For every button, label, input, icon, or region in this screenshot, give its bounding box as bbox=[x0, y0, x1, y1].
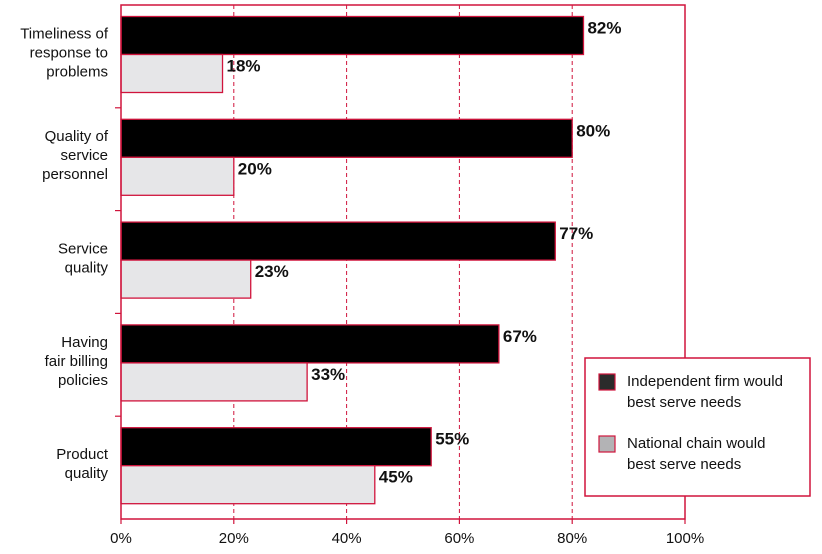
value-label: 20% bbox=[238, 159, 272, 178]
legend-box bbox=[584, 357, 811, 497]
bar-national bbox=[120, 156, 235, 196]
x-tick-label: 100% bbox=[666, 530, 704, 547]
bar-national bbox=[120, 465, 376, 505]
label-layer: 82% 18% Timeliness of response to problems 80… bbox=[20, 19, 621, 487]
x-tick-label: 40% bbox=[332, 530, 362, 547]
x-tick-label: 0% bbox=[110, 530, 132, 547]
legend-swatch bbox=[598, 373, 616, 391]
bar-national bbox=[120, 362, 308, 402]
value-label: 33% bbox=[311, 365, 345, 384]
bar-independent bbox=[120, 427, 432, 467]
bar-independent bbox=[120, 324, 500, 364]
x-tick-label: 20% bbox=[219, 530, 249, 547]
value-label: 80% bbox=[576, 121, 610, 140]
legend-label: Independent firm would best serve needs bbox=[627, 373, 783, 411]
value-label: 23% bbox=[255, 262, 289, 281]
category-label: Product quality bbox=[56, 446, 109, 482]
value-label: 55% bbox=[435, 430, 469, 449]
category-label: Timeliness of response to problems bbox=[20, 25, 109, 80]
bar-layer bbox=[120, 15, 585, 505]
bar-national bbox=[120, 259, 252, 299]
legend-label: National chain would best serve needs bbox=[627, 435, 765, 473]
x-tick-label: 60% bbox=[444, 530, 474, 547]
plot-frame bbox=[120, 4, 686, 520]
value-label: 77% bbox=[559, 224, 593, 243]
bar-national bbox=[120, 53, 224, 94]
category-label: Having fair billing policies bbox=[45, 334, 108, 389]
x-tick-label: 80% bbox=[557, 530, 587, 547]
value-label: 45% bbox=[379, 468, 413, 487]
value-label: 67% bbox=[503, 327, 537, 346]
value-label: 82% bbox=[587, 19, 621, 38]
value-label: 18% bbox=[227, 57, 261, 76]
bar-independent bbox=[120, 118, 573, 158]
bar-independent bbox=[120, 221, 556, 261]
legend-swatch bbox=[598, 435, 616, 453]
category-label: Quality of service personnel bbox=[42, 128, 109, 183]
axis-layer: 0% 20% 40% 60% 80% 100% bbox=[110, 4, 704, 547]
category-label: Service quality bbox=[58, 241, 109, 277]
legend: Independent firm would best serve needs Na… bbox=[584, 357, 811, 497]
bar-independent bbox=[120, 15, 585, 56]
